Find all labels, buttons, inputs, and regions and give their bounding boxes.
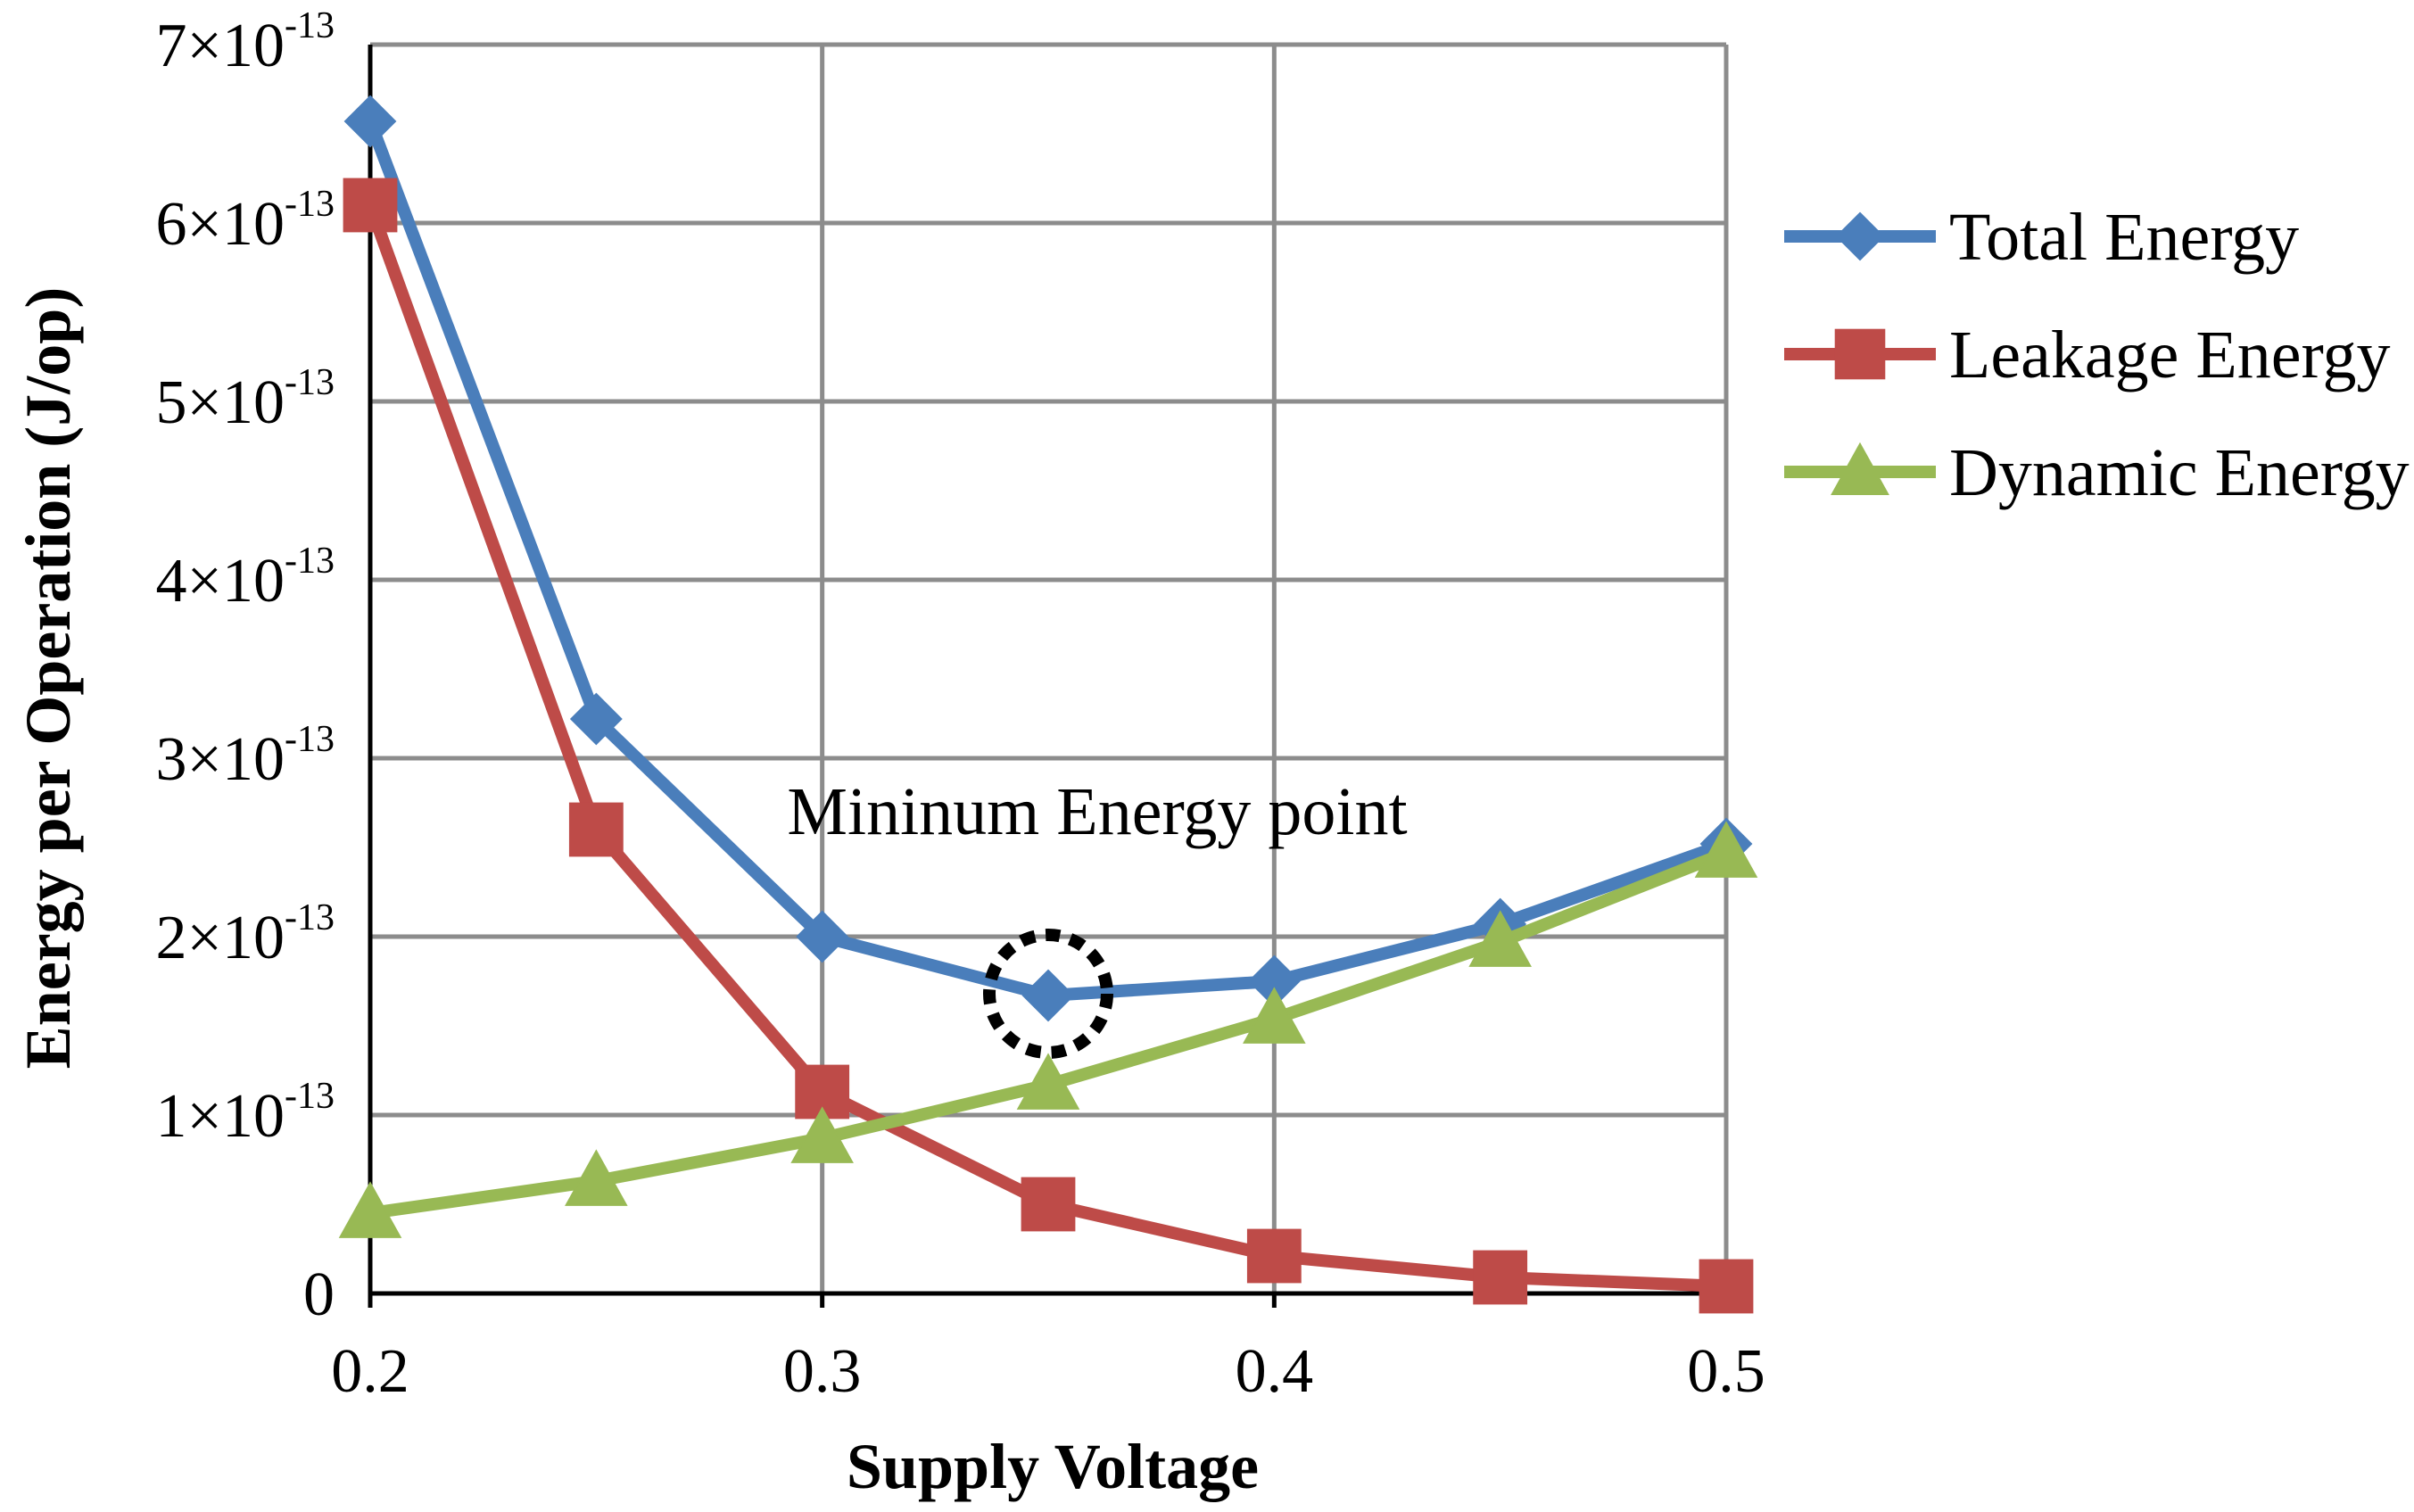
dynamic-energy-line: [369, 847, 1729, 1219]
y-tick-exponent: -13: [285, 897, 335, 938]
y-axis-ticks: 0 1×10-13 2×10-13 3×10-13 4×10-13 5×10-13 6×10…: [156, 5, 335, 1329]
dynamic-energy-point: [790, 1106, 854, 1163]
data-series: [338, 95, 1758, 1314]
dynamic-energy-point: [1016, 1053, 1080, 1110]
legend-label: Dynamic Energy: [1949, 435, 2410, 510]
y-tick-exponent: -13: [285, 541, 335, 582]
total-energy-line: [364, 119, 1729, 1002]
minimum-energy-circle: [983, 929, 1113, 1059]
x-tick-label: 0.5: [1687, 1337, 1765, 1406]
y-tick-exponent: -13: [285, 362, 335, 403]
leakage-energy-point: [1699, 1259, 1754, 1314]
legend-marker: [1831, 442, 1889, 495]
y-tick-label: 3×10-13: [156, 719, 335, 794]
dynamic-energy-point: [565, 1149, 628, 1206]
legend-label: Total Energy: [1949, 200, 2299, 275]
x-axis-ticks: 0.2 0.3 0.4 0.5: [331, 1337, 1765, 1406]
dynamic-energy-point: [1694, 821, 1758, 878]
dynamic-energy-point: [1243, 987, 1306, 1044]
y-tick-label: 5×10-13: [156, 362, 335, 437]
leakage-energy-point: [343, 178, 398, 233]
dynamic-energy-series: [338, 821, 1758, 1238]
x-axis-title: Supply Voltage: [847, 1431, 1259, 1502]
grid: [370, 42, 1729, 1293]
legend-item-total-energy: Total Energy: [1784, 200, 2299, 275]
legend-marker: [1835, 211, 1885, 261]
y-tick-label: 1×10-13: [156, 1076, 335, 1151]
leakage-energy-series: [343, 178, 1754, 1314]
leakage-energy-line: [364, 202, 1727, 1293]
dynamic-energy-point: [338, 1181, 402, 1238]
annotations: Mininum Energy point: [787, 774, 1408, 1059]
leakage-energy-point: [1021, 1177, 1076, 1232]
minimum-energy-label: Mininum Energy point: [787, 774, 1407, 849]
legend-item-leakage-energy: Leakage Energy: [1784, 318, 2390, 392]
total-energy-series: [343, 95, 1753, 1022]
total-energy-point: [569, 692, 623, 746]
total-energy-point: [1021, 969, 1075, 1022]
y-tick-label: 6×10-13: [156, 184, 335, 259]
x-tick-label: 0.2: [331, 1337, 409, 1406]
y-tick-exponent: -13: [285, 184, 335, 225]
x-tick-label: 0.4: [1236, 1337, 1314, 1406]
y-tick-exponent: -13: [285, 1076, 335, 1117]
legend-marker: [1834, 328, 1886, 380]
dynamic-energy-point: [1468, 910, 1532, 967]
legend-label: Leakage Energy: [1949, 318, 2390, 392]
y-tick-label: 0: [303, 1260, 335, 1329]
y-tick-exponent: -13: [285, 719, 335, 760]
legend-item-dynamic-energy: Dynamic Energy: [1784, 435, 2410, 510]
legend: Total Energy Leakage Energy Dynamic Energy: [1784, 200, 2410, 510]
total-energy-point: [343, 95, 397, 148]
leakage-energy-point: [1246, 1228, 1302, 1284]
x-tick-label: 0.3: [783, 1337, 862, 1406]
y-tick-label: 2×10-13: [156, 897, 335, 972]
leakage-energy-point: [1473, 1250, 1528, 1305]
y-tick-label: 7×10-13: [156, 5, 335, 80]
leakage-energy-point: [568, 802, 624, 857]
y-tick-exponent: -13: [285, 5, 335, 46]
total-energy-point: [796, 910, 849, 963]
y-axis-title: Energy per Operation (J/op): [12, 287, 84, 1070]
y-tick-label: 4×10-13: [156, 541, 335, 616]
